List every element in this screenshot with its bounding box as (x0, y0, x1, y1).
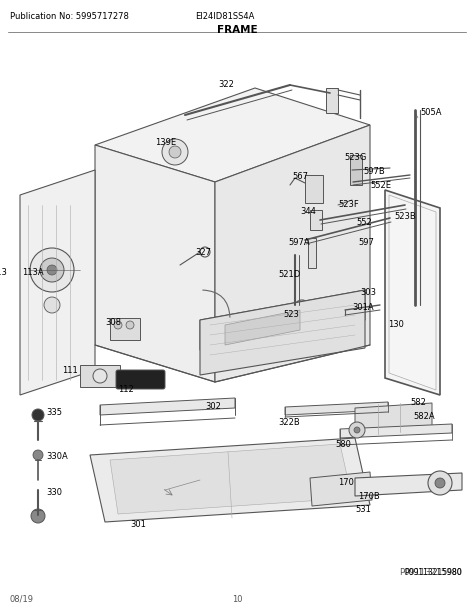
Text: P09113215980: P09113215980 (404, 568, 462, 577)
Bar (308, 238, 316, 268)
Polygon shape (95, 145, 215, 382)
Text: 302: 302 (205, 402, 221, 411)
Polygon shape (100, 398, 235, 415)
Circle shape (93, 369, 107, 383)
Text: 344: 344 (300, 207, 316, 216)
Text: 130: 130 (388, 320, 404, 329)
Text: EI24ID81SS4A: EI24ID81SS4A (195, 12, 255, 21)
Text: 523: 523 (283, 310, 299, 319)
Text: 111: 111 (62, 366, 78, 375)
Polygon shape (385, 190, 440, 395)
Polygon shape (20, 170, 95, 395)
Text: 170B: 170B (358, 492, 380, 501)
Text: 523G: 523G (344, 153, 366, 162)
Polygon shape (310, 472, 372, 506)
Circle shape (44, 297, 60, 313)
Text: 523F: 523F (338, 200, 359, 209)
Text: 552E: 552E (370, 181, 391, 190)
Text: 335: 335 (46, 408, 62, 417)
Text: 113: 113 (0, 268, 7, 277)
Text: 330A: 330A (46, 452, 68, 461)
Text: 567: 567 (292, 172, 308, 181)
Text: 322: 322 (218, 80, 234, 89)
Circle shape (47, 265, 57, 275)
Text: 112: 112 (118, 385, 134, 394)
Polygon shape (355, 403, 432, 436)
Circle shape (114, 321, 122, 329)
Circle shape (40, 258, 64, 282)
Text: 113A: 113A (22, 268, 44, 277)
Polygon shape (110, 444, 352, 514)
Circle shape (299, 305, 305, 311)
Circle shape (390, 208, 414, 232)
FancyBboxPatch shape (116, 370, 165, 389)
Circle shape (349, 422, 365, 438)
Circle shape (31, 509, 45, 523)
Polygon shape (95, 88, 370, 182)
Text: 582: 582 (410, 398, 426, 407)
Text: 580: 580 (335, 440, 351, 449)
Text: 170: 170 (338, 478, 354, 487)
Bar (326, 88, 338, 113)
Text: 531: 531 (355, 505, 371, 514)
Circle shape (354, 427, 360, 433)
Polygon shape (355, 473, 462, 496)
Text: FRAME: FRAME (217, 25, 257, 35)
Text: 597A: 597A (288, 238, 310, 247)
Text: 552: 552 (356, 218, 372, 227)
Text: 301A: 301A (352, 303, 374, 312)
Text: 139E: 139E (155, 138, 176, 147)
Text: 582A: 582A (413, 412, 435, 421)
Circle shape (428, 471, 452, 495)
Text: P09113215980: P09113215980 (399, 568, 462, 577)
Text: 505A: 505A (420, 108, 441, 117)
Bar (110, 318, 140, 340)
Bar (310, 210, 322, 230)
Bar (305, 175, 323, 203)
Text: 521D: 521D (278, 270, 300, 279)
Text: 322B: 322B (278, 418, 300, 427)
Text: 308: 308 (105, 318, 121, 327)
Polygon shape (225, 310, 300, 345)
Text: 330: 330 (46, 488, 62, 497)
Polygon shape (285, 402, 388, 415)
Text: 303: 303 (360, 288, 376, 297)
Circle shape (30, 248, 74, 292)
Polygon shape (215, 125, 370, 382)
Circle shape (397, 215, 407, 225)
Circle shape (32, 409, 44, 421)
Text: Publication No: 5995717278: Publication No: 5995717278 (10, 12, 129, 21)
Circle shape (126, 321, 134, 329)
Text: 327: 327 (195, 248, 211, 257)
Bar (80, 365, 120, 387)
Polygon shape (90, 438, 370, 522)
Bar (350, 155, 362, 185)
Text: 08/19: 08/19 (10, 595, 34, 604)
Circle shape (169, 146, 181, 158)
Text: 597: 597 (358, 238, 374, 247)
Circle shape (435, 478, 445, 488)
Polygon shape (200, 290, 365, 350)
Polygon shape (200, 290, 365, 375)
Text: 301: 301 (130, 520, 146, 529)
Polygon shape (340, 424, 452, 438)
Circle shape (162, 139, 188, 165)
Text: 597B: 597B (363, 167, 385, 176)
Circle shape (33, 450, 43, 460)
Text: 10: 10 (232, 595, 242, 604)
Text: 523B: 523B (394, 212, 416, 221)
